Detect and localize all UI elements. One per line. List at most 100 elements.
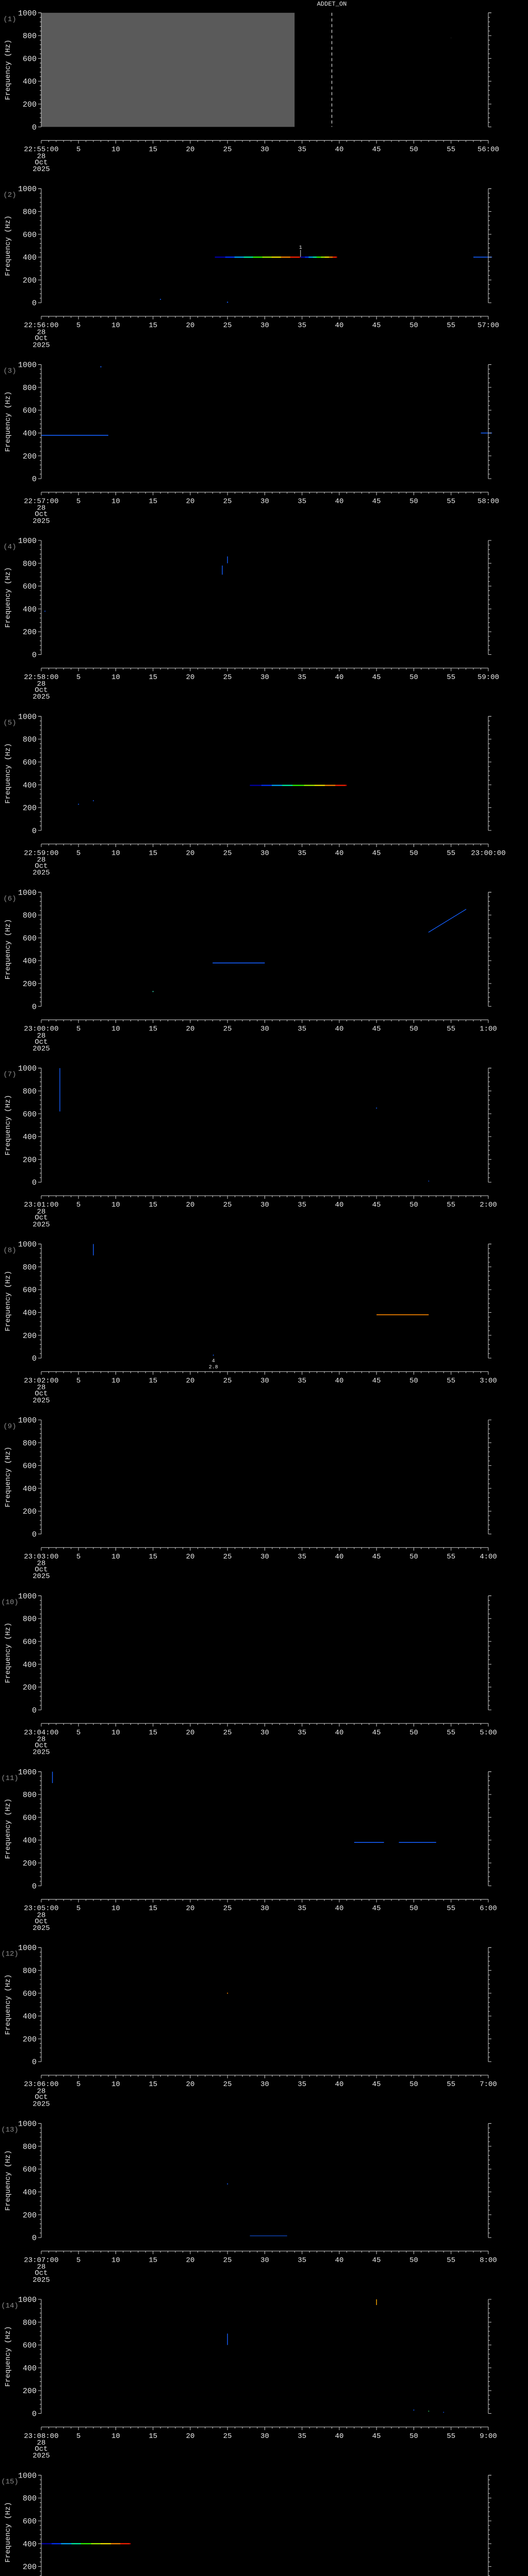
svg-text:50: 50 xyxy=(409,1201,418,1209)
svg-text:10: 10 xyxy=(111,849,120,857)
svg-text:5: 5 xyxy=(76,673,80,682)
svg-text:(13): (13) xyxy=(1,2126,19,2134)
svg-text:600: 600 xyxy=(23,1638,37,1647)
svg-text:45: 45 xyxy=(372,1201,381,1209)
svg-text:400: 400 xyxy=(23,1660,37,1669)
svg-text:40: 40 xyxy=(335,1201,344,1209)
svg-text:(1): (1) xyxy=(3,15,16,24)
svg-text:200: 200 xyxy=(23,452,37,461)
svg-text:2025: 2025 xyxy=(32,2276,50,2284)
svg-text:40: 40 xyxy=(335,146,344,154)
svg-text:45: 45 xyxy=(372,2432,381,2441)
svg-text:400: 400 xyxy=(23,957,37,966)
svg-text:200: 200 xyxy=(23,1507,37,1516)
svg-text:35: 35 xyxy=(298,498,306,506)
svg-text:Frequency (Hz): Frequency (Hz) xyxy=(4,1095,12,1156)
svg-text:2025: 2025 xyxy=(32,341,50,349)
svg-text:0: 0 xyxy=(32,1179,37,1188)
svg-text:55: 55 xyxy=(447,146,455,154)
svg-text:5: 5 xyxy=(76,498,80,506)
svg-text:Frequency (Hz): Frequency (Hz) xyxy=(4,40,12,100)
svg-text:0: 0 xyxy=(32,1531,37,1539)
svg-text:200: 200 xyxy=(23,1332,37,1341)
svg-text:50: 50 xyxy=(409,673,418,682)
svg-text:45: 45 xyxy=(372,2080,381,2089)
svg-text:5: 5 xyxy=(76,849,80,857)
svg-text:25: 25 xyxy=(223,1728,232,1737)
svg-text:55: 55 xyxy=(447,2257,455,2265)
svg-text:Frequency (Hz): Frequency (Hz) xyxy=(4,1270,12,1331)
svg-text:10: 10 xyxy=(111,2432,120,2441)
svg-text:50: 50 xyxy=(409,2432,418,2441)
svg-text:30: 30 xyxy=(260,2432,269,2441)
svg-text:200: 200 xyxy=(23,2035,37,2044)
svg-text:200: 200 xyxy=(23,100,37,109)
svg-text:0: 0 xyxy=(32,299,37,308)
svg-text:40: 40 xyxy=(335,849,344,857)
svg-text:20: 20 xyxy=(186,498,195,506)
svg-text:400: 400 xyxy=(23,2189,37,2197)
svg-text:25: 25 xyxy=(223,1025,232,1033)
svg-text:30: 30 xyxy=(260,498,269,506)
svg-text:10: 10 xyxy=(111,2080,120,2089)
svg-text:25: 25 xyxy=(223,1905,232,1913)
svg-text:Frequency (Hz): Frequency (Hz) xyxy=(4,1447,12,1507)
svg-text:(14): (14) xyxy=(1,2302,19,2310)
svg-text:2:00: 2:00 xyxy=(480,1201,497,1209)
svg-text:35: 35 xyxy=(298,1377,306,1385)
svg-text:400: 400 xyxy=(23,781,37,790)
svg-text:58:00: 58:00 xyxy=(477,498,499,506)
svg-text:25: 25 xyxy=(223,2432,232,2441)
svg-text:45: 45 xyxy=(372,146,381,154)
svg-text:2025: 2025 xyxy=(32,1924,50,1933)
svg-text:10: 10 xyxy=(111,1553,120,1561)
svg-text:Frequency (Hz): Frequency (Hz) xyxy=(4,743,12,804)
svg-text:10: 10 xyxy=(111,1377,120,1385)
svg-text:45: 45 xyxy=(372,498,381,506)
svg-text:20: 20 xyxy=(186,1728,195,1737)
svg-text:5:00: 5:00 xyxy=(480,1728,497,1737)
svg-text:30: 30 xyxy=(260,1377,269,1385)
svg-text:6:00: 6:00 xyxy=(480,1905,497,1913)
svg-text:30: 30 xyxy=(260,321,269,330)
svg-text:800: 800 xyxy=(23,736,37,744)
svg-text:50: 50 xyxy=(409,2257,418,2265)
svg-text:600: 600 xyxy=(23,2342,37,2350)
svg-text:(7): (7) xyxy=(3,1071,16,1079)
svg-text:Frequency (Hz): Frequency (Hz) xyxy=(4,2326,12,2387)
svg-text:25: 25 xyxy=(223,2257,232,2265)
svg-text:800: 800 xyxy=(23,911,37,920)
svg-text:400: 400 xyxy=(23,1133,37,1142)
svg-text:20: 20 xyxy=(186,1025,195,1033)
svg-text:35: 35 xyxy=(298,2080,306,2089)
svg-text:20: 20 xyxy=(186,1201,195,1209)
svg-text:25: 25 xyxy=(223,146,232,154)
svg-text:1000: 1000 xyxy=(18,1416,37,1425)
svg-text:15: 15 xyxy=(148,849,157,857)
svg-text:(10): (10) xyxy=(1,1598,19,1606)
svg-text:2.8: 2.8 xyxy=(209,1365,218,1370)
svg-text:200: 200 xyxy=(23,980,37,989)
svg-text:400: 400 xyxy=(23,78,37,87)
svg-text:55: 55 xyxy=(447,1377,455,1385)
svg-text:0: 0 xyxy=(32,123,37,132)
svg-text:35: 35 xyxy=(298,1025,306,1033)
svg-text:600: 600 xyxy=(23,55,37,63)
svg-text:600: 600 xyxy=(23,2517,37,2526)
svg-text:1000: 1000 xyxy=(18,2120,37,2129)
svg-text:0: 0 xyxy=(32,1882,37,1891)
svg-text:55: 55 xyxy=(447,1553,455,1561)
svg-text:800: 800 xyxy=(23,208,37,217)
svg-text:5: 5 xyxy=(76,2432,80,2441)
svg-text:45: 45 xyxy=(372,1728,381,1737)
svg-text:2025: 2025 xyxy=(32,1045,50,1053)
svg-text:1000: 1000 xyxy=(18,185,37,194)
svg-text:50: 50 xyxy=(409,1025,418,1033)
svg-text:15: 15 xyxy=(148,2432,157,2441)
svg-text:800: 800 xyxy=(23,384,37,393)
svg-text:5: 5 xyxy=(76,146,80,154)
svg-text:1000: 1000 xyxy=(18,9,37,18)
svg-text:400: 400 xyxy=(23,2540,37,2549)
svg-text:30: 30 xyxy=(260,849,269,857)
svg-text:400: 400 xyxy=(23,605,37,614)
